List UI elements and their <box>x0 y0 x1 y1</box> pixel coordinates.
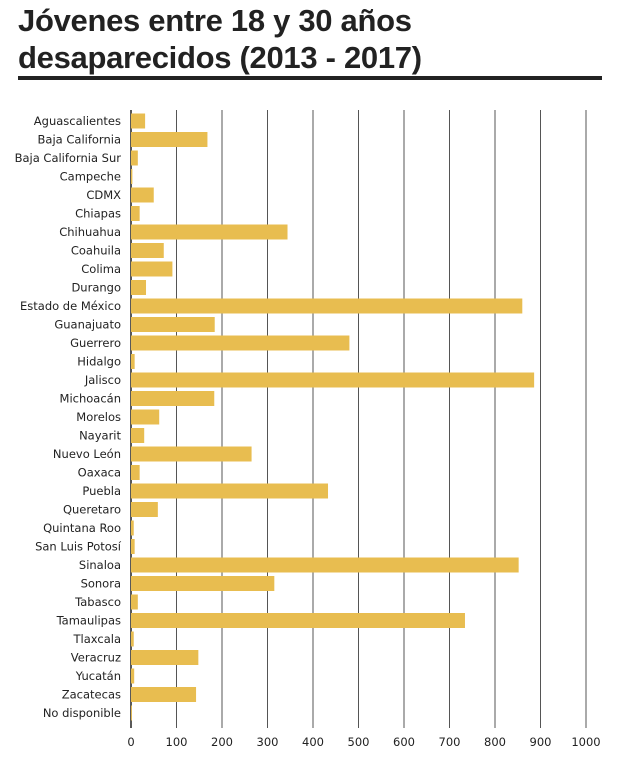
bar-nayarit <box>131 428 145 443</box>
category-label-yucatan: Yucatán <box>75 669 121 683</box>
category-label-tamaulipas: Tamaulipas <box>56 614 121 628</box>
bar-baja-california <box>131 132 208 147</box>
category-label-michoacan: Michoacán <box>60 392 121 406</box>
bar-hidalgo <box>131 354 135 369</box>
bar-tabasco <box>131 594 138 610</box>
bar-quintana-roo <box>131 520 134 536</box>
category-label-nayarit: Nayarit <box>79 429 121 443</box>
x-tick-label-500: 500 <box>348 735 370 749</box>
x-tick-label-1000: 1000 <box>571 735 600 749</box>
bar-san-luis-potosi <box>131 539 135 554</box>
category-label-chiapas: Chiapas <box>75 207 121 221</box>
category-label-tlaxcala: Tlaxcala <box>73 632 121 646</box>
category-label-durango: Durango <box>71 281 121 295</box>
bar-sinaloa <box>131 557 519 573</box>
category-label-estado-de-mexico: Estado de México <box>20 299 121 313</box>
x-tick-label-200: 200 <box>211 735 233 749</box>
bar-queretaro <box>131 502 158 517</box>
bar-tamaulipas <box>131 613 465 628</box>
bar-puebla <box>131 483 329 499</box>
category-label-jalisco: Jalisco <box>84 373 121 387</box>
bar-colima <box>131 261 173 277</box>
bar-campeche <box>131 169 133 184</box>
category-label-oaxaca: Oaxaca <box>78 466 121 480</box>
grid-lines <box>130 110 587 728</box>
x-tick-label-0: 0 <box>127 735 134 749</box>
category-labels: Aguascalientes Baja California Baja Califo… <box>15 114 122 720</box>
bar-guanajuato <box>131 317 215 332</box>
category-label-colima: Colima <box>81 262 121 276</box>
bar-durango <box>131 280 147 295</box>
x-axis-tick-labels: 0 100 200 300 400 500 600 700 800 900 1000 <box>127 735 600 749</box>
bar-chiapas <box>131 206 140 221</box>
bar-nuevo-leon <box>131 446 252 462</box>
category-label-sinaloa: Sinaloa <box>79 558 121 572</box>
bar-chihuahua <box>131 224 288 240</box>
category-label-hidalgo: Hidalgo <box>77 355 121 369</box>
bar-baja-california-sur <box>131 150 138 166</box>
category-label-tabasco: Tabasco <box>74 595 121 609</box>
category-label-chihuahua: Chihuahua <box>59 225 121 239</box>
category-label-quintana-roo: Quintana Roo <box>43 521 121 535</box>
x-tick-label-800: 800 <box>484 735 506 749</box>
category-label-baja-california: Baja California <box>38 133 121 147</box>
x-tick-label-400: 400 <box>302 735 324 749</box>
bars <box>131 113 535 721</box>
category-label-veracruz: Veracruz <box>71 651 121 665</box>
category-label-nuevo-leon: Nuevo León <box>53 447 121 461</box>
bar-yucatan <box>131 668 135 684</box>
bar-aguascalientes <box>131 113 146 129</box>
category-label-morelos: Morelos <box>76 410 121 424</box>
bar-guerrero <box>131 335 350 351</box>
bar-zacatecas <box>131 687 197 702</box>
category-label-no-disponible: No disponible <box>43 706 121 720</box>
x-tick-label-900: 900 <box>530 735 552 749</box>
bar-no-disponible <box>131 705 132 721</box>
bar-coahuila <box>131 243 164 258</box>
category-label-sonora: Sonora <box>81 577 121 591</box>
category-label-campeche: Campeche <box>60 170 121 184</box>
x-tick-label-100: 100 <box>166 735 188 749</box>
bar-tlaxcala <box>131 631 134 647</box>
category-label-guerrero: Guerrero <box>70 336 121 350</box>
bar-cdmx <box>131 187 154 203</box>
bar-michoacan <box>131 391 215 406</box>
category-label-puebla: Puebla <box>82 484 121 498</box>
bar-estado-de-mexico <box>131 298 523 314</box>
bar-veracruz <box>131 650 199 665</box>
x-tick-label-600: 600 <box>393 735 415 749</box>
category-label-guanajuato: Guanajuato <box>54 318 121 332</box>
bar-morelos <box>131 409 160 425</box>
x-tick-label-300: 300 <box>257 735 279 749</box>
title-rule <box>18 76 602 80</box>
chart-title: Jóvenes entre 18 y 30 años desaparecidos… <box>18 3 422 75</box>
bar-jalisco <box>131 372 535 388</box>
x-tick-label-700: 700 <box>439 735 461 749</box>
category-label-baja-california-sur: Baja California Sur <box>15 151 122 165</box>
bar-oaxaca <box>131 465 140 480</box>
bar-sonora <box>131 576 275 591</box>
category-label-aguascalientes: Aguascalientes <box>34 114 121 128</box>
category-label-coahuila: Coahuila <box>71 244 121 258</box>
category-label-cdmx: CDMX <box>86 188 121 202</box>
category-label-queretaro: Queretaro <box>63 503 121 517</box>
category-label-zacatecas: Zacatecas <box>62 688 121 702</box>
category-label-san-luis-potosi: San Luis Potosí <box>35 540 122 554</box>
